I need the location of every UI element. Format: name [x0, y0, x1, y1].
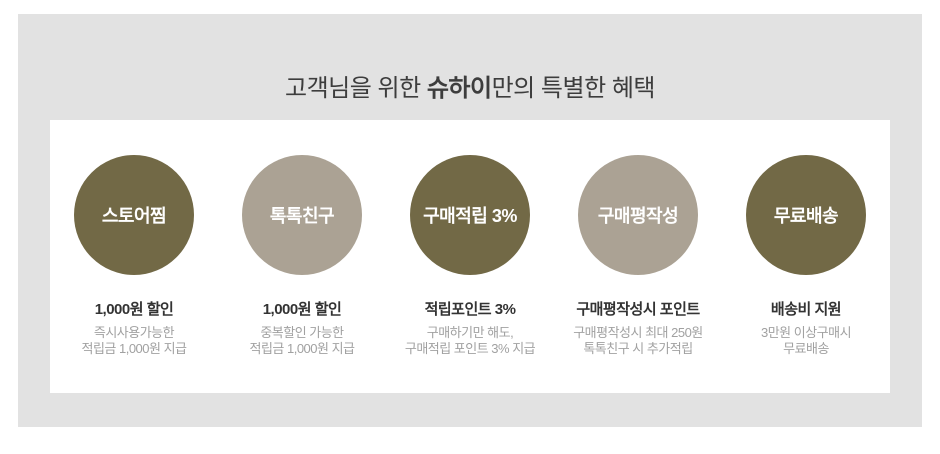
benefit-circle-badge: 스토어찜 — [74, 155, 194, 275]
benefit-heading: 1,000원 할인 — [262, 301, 342, 318]
benefit-desc-line2: 톡톡친구 시 추가적립 — [583, 341, 693, 356]
benefit-desc-line1: 구매평작성시 최대 250원 — [573, 325, 703, 340]
circle-label: 톡톡친구 — [269, 206, 335, 226]
benefit-purchase-points: 구매적립 3% 적립포인트 3% 구매하기만 해도, 구매적립 포인트 3% 지… — [386, 120, 554, 393]
benefit-desc-line1: 중복할인 가능한 — [260, 325, 344, 340]
benefit-description: 중복할인 가능한 적립금 1,000원 지급 — [249, 325, 355, 357]
benefit-circle-badge: 톡톡친구 — [242, 155, 362, 275]
benefit-desc-line2: 적립금 1,000원 지급 — [81, 341, 187, 356]
benefit-talk-friend: 톡톡친구 1,000원 할인 중복할인 가능한 적립금 1,000원 지급 — [218, 120, 386, 393]
benefit-desc-line2: 구매적립 포인트 3% 지급 — [404, 341, 536, 356]
gray-panel: 고객님을 위한 슈하이만의 특별한 혜택 스토어찜 1,000원 할인 즉시사용… — [18, 14, 922, 427]
benefit-description: 구매하기만 해도, 구매적립 포인트 3% 지급 — [404, 325, 536, 357]
benefit-description: 3만원 이상구매시 무료배송 — [760, 325, 852, 357]
benefit-heading: 배송비 지원 — [770, 301, 842, 318]
benefits-card: 스토어찜 1,000원 할인 즉시사용가능한 적립금 1,000원 지급 톡톡친… — [50, 120, 890, 393]
benefit-store-zzim: 스토어찜 1,000원 할인 즉시사용가능한 적립금 1,000원 지급 — [50, 120, 218, 393]
benefit-review-points: 구매평작성 구매평작성시 포인트 구매평작성시 최대 250원 톡톡친구 시 추… — [554, 120, 722, 393]
circle-label: 구매평작성 — [597, 206, 679, 226]
benefit-heading: 1,000원 할인 — [94, 301, 174, 318]
page-title: 고객님을 위한 슈하이만의 특별한 혜택 — [18, 68, 922, 103]
brand-name: 슈하이 — [426, 75, 492, 102]
benefit-circle-badge: 구매평작성 — [578, 155, 698, 275]
benefit-desc-line2: 무료배송 — [783, 341, 829, 356]
benefit-desc-line1: 3만원 이상구매시 — [760, 325, 852, 340]
benefit-desc-line2: 적립금 1,000원 지급 — [249, 341, 355, 356]
benefit-desc-line1: 구매하기만 해도, — [426, 325, 514, 340]
circle-label: 무료배송 — [773, 206, 839, 226]
circle-label: 구매적립 3% — [423, 206, 517, 226]
benefit-description: 즉시사용가능한 적립금 1,000원 지급 — [81, 325, 187, 357]
benefit-free-shipping: 무료배송 배송비 지원 3만원 이상구매시 무료배송 — [722, 120, 890, 393]
benefit-heading: 적립포인트 3% — [424, 301, 516, 318]
benefit-circle-badge: 무료배송 — [746, 155, 866, 275]
page-title-suffix: 만의 특별한 혜택 — [491, 75, 656, 102]
benefit-circle-badge: 구매적립 3% — [410, 155, 530, 275]
benefit-heading: 구매평작성시 포인트 — [576, 301, 700, 318]
circle-label: 스토어찜 — [101, 206, 167, 226]
benefit-desc-line1: 즉시사용가능한 — [93, 325, 175, 340]
page-title-prefix: 고객님을 위한 — [285, 75, 427, 102]
benefit-description: 구매평작성시 최대 250원 톡톡친구 시 추가적립 — [573, 325, 703, 357]
